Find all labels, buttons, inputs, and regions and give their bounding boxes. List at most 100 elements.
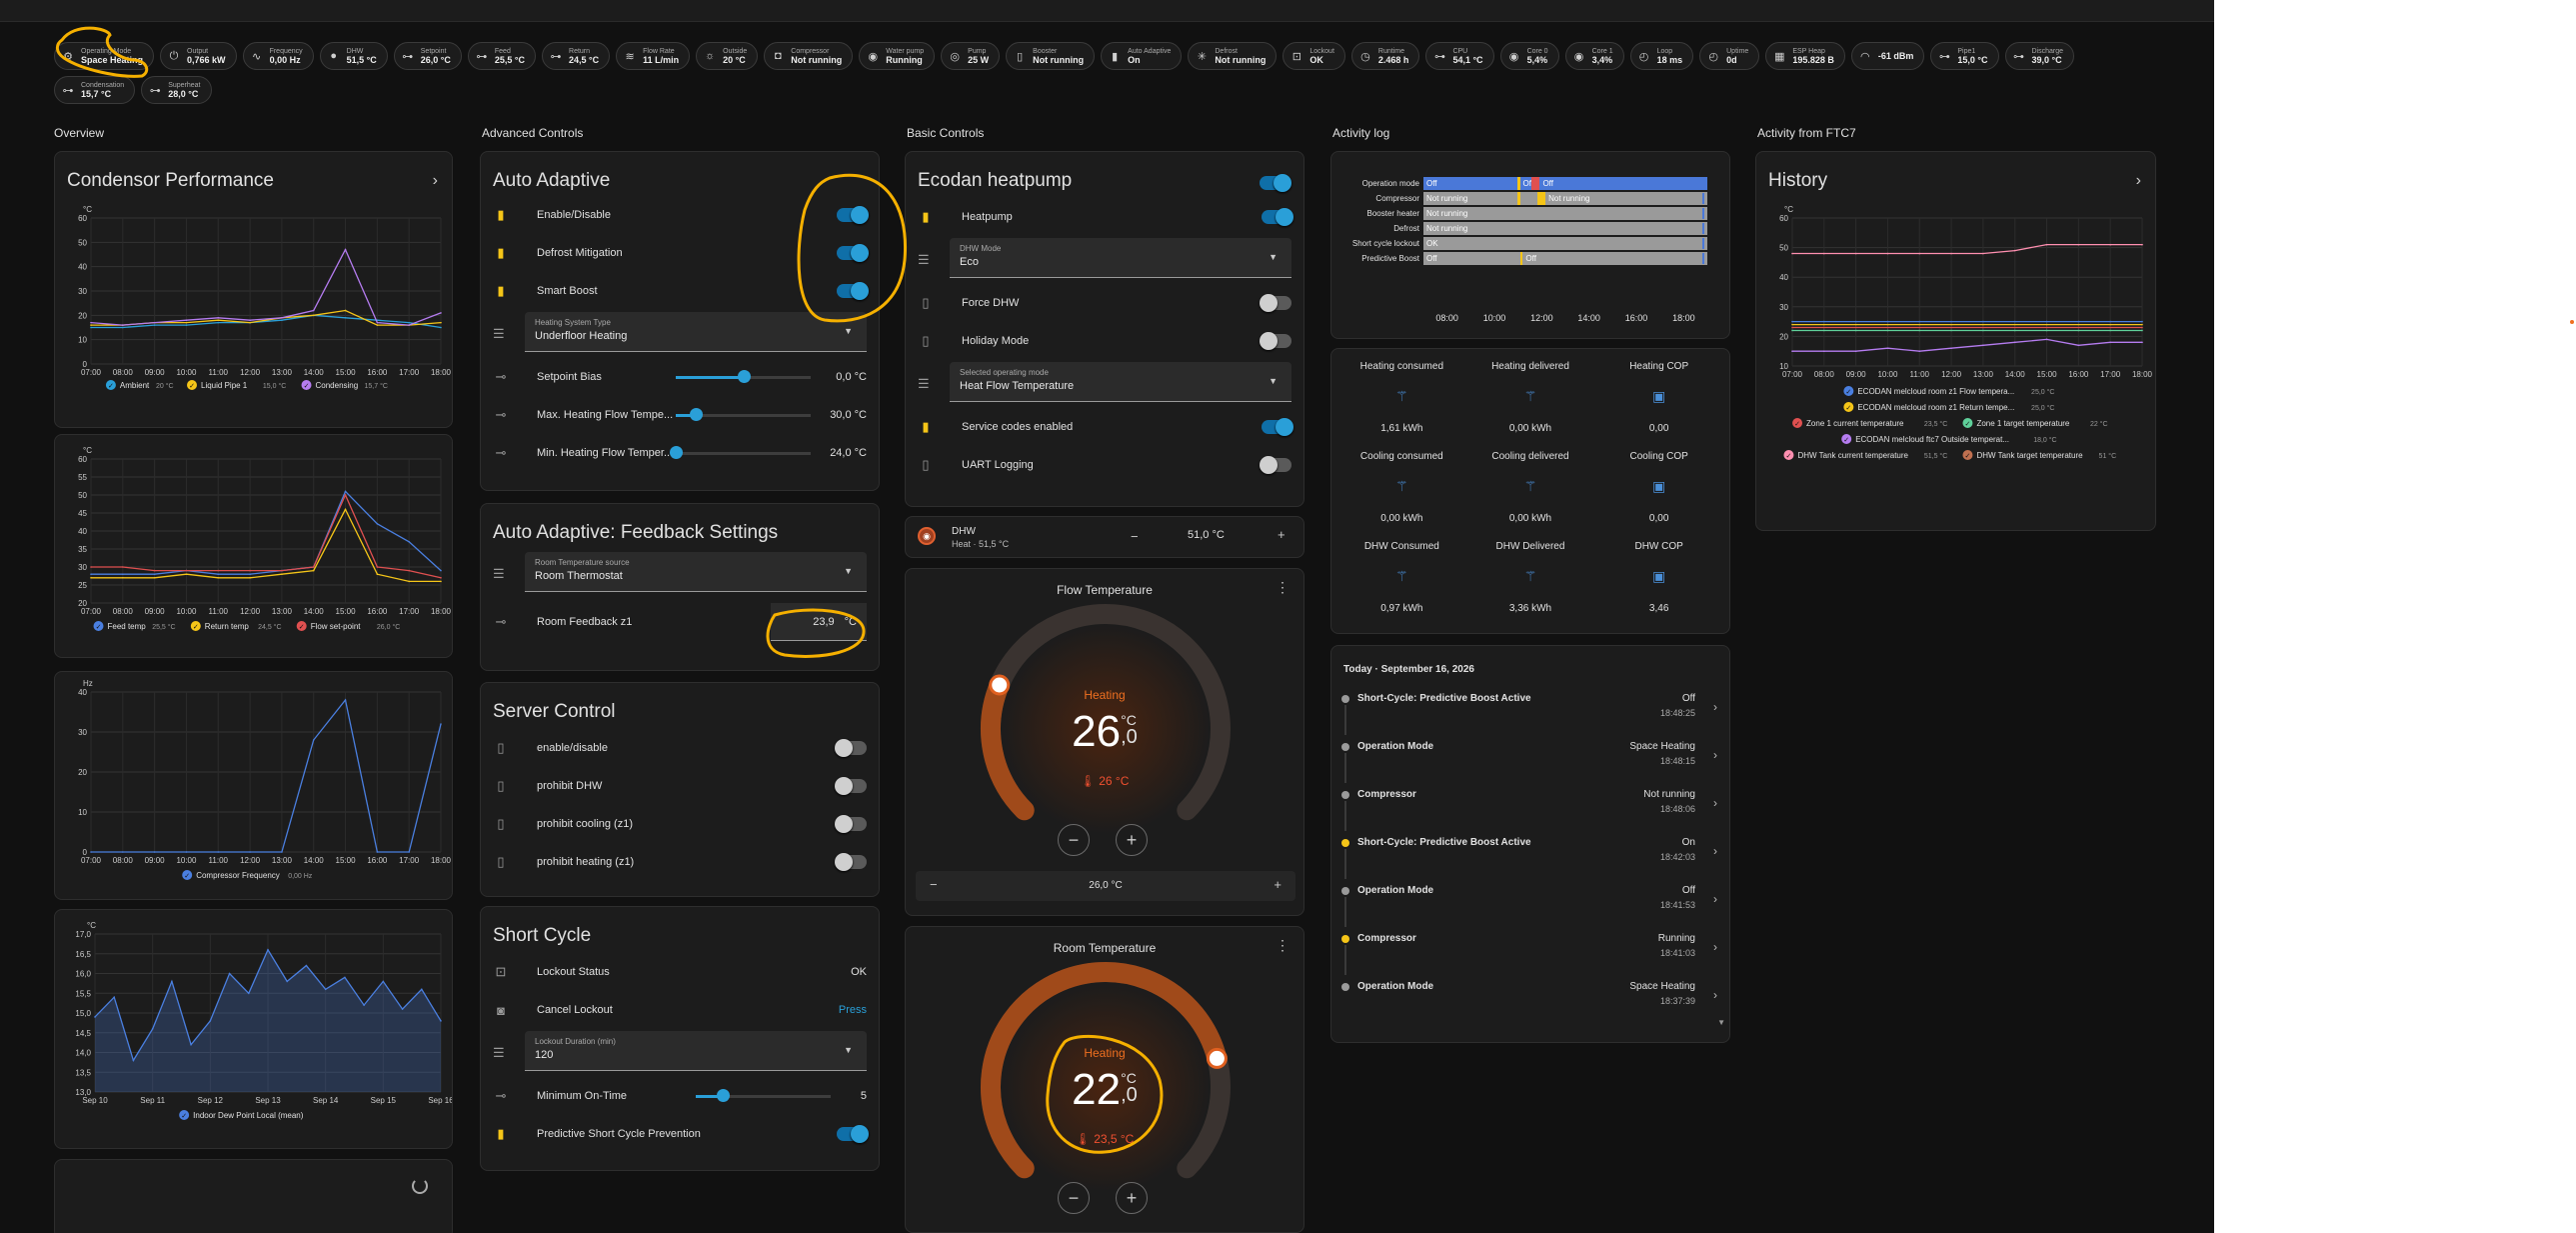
timeline-segment[interactable] [1516, 177, 1520, 190]
press-button[interactable]: Press [838, 1004, 867, 1016]
timeline-bar[interactable]: Off Off [1423, 252, 1707, 265]
status-chip[interactable]: ◎ Pump 25 W [941, 42, 1001, 70]
prohibit-dhw-toggle[interactable] [835, 777, 867, 795]
legend-item[interactable]: ✓ Flow set-point 26,0 °C [296, 621, 401, 631]
timeline-segment[interactable]: Not running [1545, 192, 1707, 205]
enable-toggle[interactable] [837, 206, 869, 224]
logbook-entry[interactable]: Operation Mode Off 18:41:53 › [1331, 874, 1729, 927]
toggle-row-prohibit-heating[interactable]: ▯ prohibit heating (z1) [481, 843, 879, 881]
min-on-time-slider[interactable] [696, 1088, 831, 1102]
status-chip[interactable]: ⊶ Discharge 39,0 °C [2004, 42, 2075, 70]
toggle-row-defrost[interactable]: ▮ Defrost Mitigation [481, 234, 879, 272]
series-line[interactable] [91, 698, 442, 853]
series-line[interactable] [91, 314, 442, 329]
status-chip[interactable]: ⏻ Output 0,766 kW [160, 42, 237, 70]
chevron-right-icon[interactable]: › [2135, 172, 2141, 189]
heatpump-toggle[interactable] [1262, 208, 1293, 226]
force-dhw-row[interactable]: ▯ Force DHW [906, 284, 1303, 322]
status-chip[interactable]: ⊶ CPU 54,1 °C [1425, 42, 1494, 70]
timeline-segment[interactable]: Not running [1423, 207, 1707, 220]
energy-stat[interactable]: Heating consumed ⚚ 1,61 kWh [1337, 357, 1466, 447]
timeline-segment[interactable] [1516, 192, 1520, 205]
status-chip[interactable]: ◠ -61 dBm [1850, 42, 1925, 70]
legend-item[interactable]: ✓ Condensing 15,7 °C [301, 380, 388, 390]
status-chip[interactable]: ◴ Loop 18 ms [1629, 42, 1694, 70]
timeline-segment[interactable]: Off [1522, 252, 1707, 265]
status-chip[interactable]: ⊡ Lockout OK [1283, 42, 1345, 70]
status-chip[interactable]: ● DHW 51,5 °C [319, 42, 388, 70]
energy-stat[interactable]: Heating delivered ⚚ 0,00 kWh [1466, 357, 1595, 447]
scroll-down-icon[interactable]: ▼ [1717, 1018, 1725, 1027]
status-chip[interactable]: ⊶ Return 24,5 °C [542, 42, 611, 70]
legend-item[interactable]: ✓ DHW Tank current temperature 51,5 °C [1783, 450, 1947, 460]
dhw-increase-button[interactable]: + [1278, 527, 1286, 542]
toggle-row-prohibit-cooling[interactable]: ▯ prohibit cooling (z1) [481, 805, 879, 843]
flow-footer-increase[interactable]: + [1274, 877, 1282, 892]
timeline-segment[interactable]: Off [1519, 177, 1533, 190]
prohibit-heating-toggle[interactable] [835, 853, 867, 871]
timeline-segment[interactable] [1519, 192, 1537, 205]
timeline-segment[interactable] [1536, 192, 1546, 205]
timeline-segment[interactable]: Not running [1423, 192, 1517, 205]
room-feedback-input[interactable]: 23,9 °C [771, 603, 867, 641]
series-line[interactable] [1792, 338, 2142, 352]
service-toggle[interactable] [1262, 418, 1293, 436]
timeline-bar[interactable]: Off Off Off [1423, 177, 1707, 190]
room-source-select[interactable]: Room Temperature source Room Thermostat ▼ [525, 552, 867, 592]
predictive-row[interactable]: ▮ Predictive Short Cycle Prevention [481, 1115, 879, 1153]
status-chip[interactable]: ⊶ Setpoint 26,0 °C [393, 42, 462, 70]
status-chip[interactable]: ◘ Compressor Not running [764, 42, 854, 70]
legend-item[interactable]: ✓ Return temp 24,5 °C [190, 621, 282, 631]
status-chip[interactable]: ▮ Auto Adaptive On [1101, 42, 1183, 70]
status-chip[interactable]: ✳ Defrost Not running [1188, 42, 1278, 70]
legend-item[interactable]: ✓ DHW Tank target temperature 51 °C [1962, 450, 2116, 460]
logbook-entry[interactable]: Short-Cycle: Predictive Boost Active Off 1… [1331, 682, 1729, 735]
series-line[interactable] [1792, 243, 2142, 255]
timeline-segment[interactable] [1530, 177, 1540, 190]
legend-item[interactable]: ✓ Feed temp 25,5 °C [93, 621, 176, 631]
status-chip[interactable]: ≋ Flow Rate 11 L/min [616, 42, 691, 70]
flow-footer-decrease[interactable]: − [930, 877, 938, 892]
status-chip[interactable]: ▯ Booster Not running [1006, 42, 1096, 70]
status-chip[interactable]: ◷ Runtime 2.468 h [1350, 42, 1420, 70]
min-flow-slider[interactable] [670, 445, 811, 459]
series-line[interactable] [91, 490, 442, 575]
more-vert-icon[interactable]: ⋮ [1276, 937, 1289, 953]
ecodan-main-toggle[interactable] [1260, 174, 1291, 192]
energy-stat[interactable]: DHW Delivered ⚚ 3,36 kWh [1466, 537, 1595, 627]
flow-increase-button[interactable]: + [1116, 824, 1148, 856]
status-chip[interactable]: ◴ Uptime 0d [1699, 42, 1760, 70]
legend-item[interactable]: ✓ ECODAN melcloud room z1 Flow tempera...… [1843, 386, 2054, 396]
uart-row[interactable]: ▯ UART Logging [906, 446, 1303, 484]
energy-stat[interactable]: DHW COP ▣ 3,46 [1594, 537, 1723, 627]
status-chip[interactable]: ⊶ Feed 25,5 °C [467, 42, 537, 70]
room-increase-button[interactable]: + [1116, 1182, 1148, 1214]
legend-item[interactable]: ✓ Indoor Dew Point Local (mean) [179, 1110, 304, 1120]
history-card[interactable]: History › °C 10 20 30 40 50 60 07:00 08:00 09:00 1… [1755, 151, 2156, 531]
timeline-segment[interactable]: Not running [1423, 222, 1707, 235]
legend-item[interactable]: ✓ ECODAN melcloud room z1 Return tempe...… [1843, 402, 2054, 412]
defrost-toggle[interactable] [837, 244, 869, 262]
service-row[interactable]: ▮ Service codes enabled [906, 408, 1303, 446]
timeline-bar[interactable]: OK [1423, 237, 1707, 250]
legend-item[interactable]: ✓ Compressor Frequency 0,00 Hz [182, 870, 313, 880]
lockout-duration-select[interactable]: Lockout Duration (min) 120 ▼ [525, 1031, 867, 1071]
predictive-toggle[interactable] [837, 1125, 869, 1143]
flow-temperature-dial[interactable] [906, 599, 1304, 869]
server-enable-toggle[interactable] [835, 739, 867, 757]
toggle-row-enable[interactable]: ▮ Enable/Disable [481, 196, 879, 234]
timeline-bar[interactable]: Not running [1423, 222, 1707, 235]
series-line[interactable] [90, 248, 442, 326]
legend-item[interactable]: ✓ Zone 1 current temperature 23,5 °C [1792, 418, 1947, 428]
toggle-row-smart-boost[interactable]: ▮ Smart Boost [481, 272, 879, 310]
timeline-segment[interactable]: Off [1539, 177, 1707, 190]
status-chip[interactable]: ⚙ Operating Mode Space Heating [54, 42, 155, 70]
toggle-row-server-enable[interactable]: ▯ enable/disable [481, 729, 879, 767]
energy-stat[interactable]: Cooling COP ▣ 0,00 [1594, 447, 1723, 537]
timeline-bar[interactable]: Not running [1423, 207, 1707, 220]
dhw-mode-select[interactable]: DHW Mode Eco ▼ [950, 238, 1291, 278]
logbook-entry[interactable]: Compressor Not running 18:48:06 › [1331, 778, 1729, 831]
op-mode-select[interactable]: Selected operating mode Heat Flow Tempera… [950, 362, 1291, 402]
energy-stat[interactable]: Cooling delivered ⚚ 0,00 kWh [1466, 447, 1595, 537]
status-chip[interactable]: ⊶ Superheat 28,0 °C [141, 76, 212, 104]
